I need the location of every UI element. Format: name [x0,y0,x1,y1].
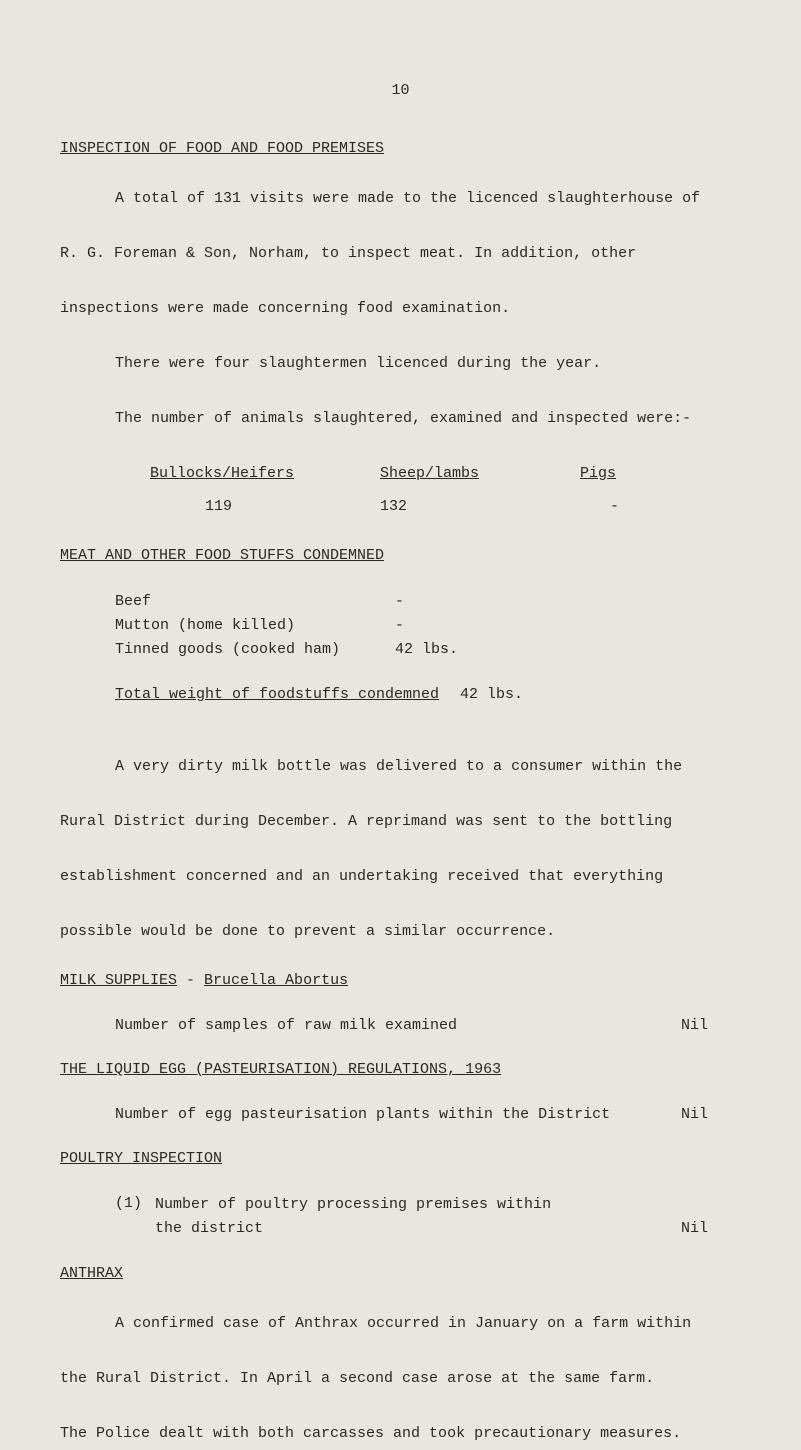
line-value: Nil [681,1015,741,1038]
heading-part: Brucella Abortus [204,972,348,989]
list-value: - [395,614,495,638]
total-label: Total weight of foodstuffs condemned [115,684,460,707]
condemned-list: Beef - Mutton (home killed) - Tinned goo… [115,590,741,662]
slaughter-table: Bullocks/Heifers Sheep/lambs Pigs 119 13… [150,457,741,523]
list-value: - [395,590,495,614]
body-text: inspections were made concerning food ex… [60,292,741,325]
table-cell: 132 [350,490,580,523]
body-text: Rural District during December. A reprim… [60,805,741,838]
egg-line: Number of egg pasteurisation plants with… [115,1104,741,1127]
heading-inspection: INSPECTION OF FOOD AND FOOD PREMISES [60,138,741,161]
heading-poultry: POULTRY INSPECTION [60,1148,741,1171]
body-text: There were four slaughtermen licenced du… [60,347,741,380]
table-header: Bullocks/Heifers [150,457,380,490]
list-label: Beef [115,590,395,614]
heading-part: MILK SUPPLIES [60,972,177,989]
list-label: Mutton (home killed) [115,614,395,638]
line-label: Number of samples of raw milk examined [115,1015,681,1038]
body-text: R. G. Foreman & Son, Norham, to inspect … [60,237,741,270]
body-text: A total of 131 visits were made to the l… [60,182,741,215]
table-cell: 119 [150,490,350,523]
body-text: possible would be done to prevent a simi… [60,915,741,948]
body-text: A very dirty milk bottle was delivered t… [60,750,741,783]
item-line: the district [155,1217,681,1241]
body-text: A confirmed case of Anthrax occurred in … [60,1307,741,1340]
line-value: Nil [681,1104,741,1127]
heading-anthrax: ANTHRAX [60,1263,741,1286]
total-value: 42 lbs. [460,684,523,707]
milk-line: Number of samples of raw milk examined N… [115,1015,741,1038]
table-header: Sheep/lambs [380,457,580,490]
item-line: Number of poultry processing premises wi… [155,1193,741,1217]
table-header: Pigs [580,457,680,490]
total-row: Total weight of foodstuffs condemned 42 … [115,684,741,707]
body-text: The number of animals slaughtered, exami… [60,402,741,435]
table-cell: - [580,490,680,523]
body-text: The Police dealt with both carcasses and… [60,1417,741,1450]
poultry-item: (1) Number of poultry processing premise… [115,1193,741,1241]
body-text: the Rural District. In April a second ca… [60,1362,741,1395]
list-label: Tinned goods (cooked ham) [115,638,395,662]
line-label: Number of egg pasteurisation plants with… [115,1104,681,1127]
heading-sep: - [177,972,204,989]
page-number: 10 [60,80,741,103]
heading-egg: THE LIQUID EGG (PASTEURISATION) REGULATI… [60,1059,741,1082]
heading-condemned: MEAT AND OTHER FOOD STUFFS CONDEMNED [60,545,741,568]
body-text: establishment concerned and an undertaki… [60,860,741,893]
item-value: Nil [681,1217,741,1241]
list-value: 42 lbs. [395,638,495,662]
heading-milk: MILK SUPPLIES - Brucella Abortus [60,970,741,993]
item-number: (1) [115,1193,155,1241]
